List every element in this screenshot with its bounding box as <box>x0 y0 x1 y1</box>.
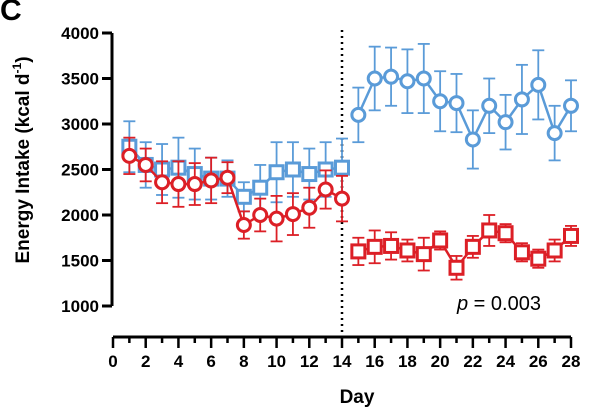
data-point <box>399 242 416 259</box>
data-point <box>546 242 563 259</box>
x-tick-label: 2 <box>141 352 150 371</box>
y-tick-label: 3000 <box>61 115 99 134</box>
data-point <box>334 190 350 207</box>
y-axis-title-superscript: -1 <box>10 62 24 73</box>
y-axis-title-close: ) <box>13 56 34 62</box>
x-tick-label: 10 <box>267 352 286 371</box>
p-value-annotation: p = 0.003 <box>456 293 541 315</box>
data-point <box>350 243 367 260</box>
x-tick-label: 16 <box>365 352 384 371</box>
x-tick-label: 28 <box>562 352 581 371</box>
x-tick-label: 18 <box>398 352 417 371</box>
series-group-1 <box>121 43 579 213</box>
data-point <box>284 161 301 178</box>
data-point <box>448 95 465 112</box>
data-point <box>186 176 203 193</box>
x-tick-label: 6 <box>206 352 215 371</box>
data-point <box>530 250 547 267</box>
data-point <box>464 131 481 148</box>
data-point <box>563 97 579 114</box>
data-point <box>252 207 269 223</box>
data-point <box>317 181 334 198</box>
x-axis: 0 2 4 6 8 10 12 14 16 18 20 22 24 26 28 <box>108 335 581 371</box>
data-point <box>268 164 285 181</box>
p-symbol: p <box>456 293 468 315</box>
data-point <box>415 70 432 87</box>
data-point <box>432 232 449 249</box>
series-group-2 <box>121 136 579 281</box>
x-tick-label: 0 <box>108 352 117 371</box>
data-point <box>252 179 269 196</box>
y-tick-label: 2000 <box>61 206 99 225</box>
data-point <box>301 166 318 183</box>
series-segment <box>350 43 579 170</box>
data-point <box>235 217 252 234</box>
data-point <box>334 159 350 176</box>
x-tick-label: 24 <box>496 352 515 371</box>
data-point <box>432 93 449 110</box>
data-point <box>219 169 236 186</box>
y-tick-label: 4000 <box>61 24 99 43</box>
x-tick-label: 12 <box>300 352 319 371</box>
x-tick-label: 22 <box>463 352 482 371</box>
x-axis-title: Day <box>340 387 375 408</box>
data-point <box>546 125 563 142</box>
data-point <box>481 222 498 239</box>
y-axis-title-main: Energy Intake (kcal d <box>13 73 34 263</box>
data-point <box>464 238 481 255</box>
data-point <box>448 259 465 276</box>
data-point <box>235 188 252 205</box>
data-point <box>497 225 514 242</box>
y-axis: 1000 1500 2000 2500 3000 3500 4000 <box>61 24 114 316</box>
data-point <box>399 73 416 90</box>
data-point <box>383 237 400 254</box>
p-value-text: = 0.003 <box>468 293 541 315</box>
data-point <box>513 244 530 261</box>
series-segment <box>350 214 579 281</box>
data-point <box>301 199 318 216</box>
series-layer <box>121 43 579 281</box>
series-segment <box>121 136 350 243</box>
y-tick-label: 1000 <box>61 297 99 316</box>
data-point <box>415 246 432 263</box>
x-tick-label: 4 <box>174 352 184 371</box>
x-tick-label: 20 <box>431 352 450 371</box>
x-tick-label: 8 <box>239 352 248 371</box>
x-tick-label: 14 <box>333 352 352 371</box>
data-point <box>121 147 138 164</box>
data-point <box>366 238 383 255</box>
y-tick-label: 1500 <box>61 252 99 271</box>
data-point <box>170 176 187 193</box>
data-point <box>203 172 220 189</box>
data-point <box>563 227 579 244</box>
panel-label: C <box>0 0 22 27</box>
y-tick-label: 2500 <box>61 161 99 180</box>
y-tick-label: 3500 <box>61 70 99 89</box>
data-point <box>366 70 383 87</box>
data-point <box>137 156 154 173</box>
data-point <box>268 210 285 227</box>
data-point <box>284 206 301 223</box>
data-point <box>497 114 514 131</box>
data-point <box>530 76 547 93</box>
data-point <box>154 174 171 191</box>
data-point <box>513 91 530 108</box>
y-axis-title: Energy Intake (kcal d-1) <box>10 56 34 263</box>
data-point <box>383 68 400 85</box>
x-tick-label: 26 <box>529 352 548 371</box>
data-point <box>350 106 367 123</box>
data-point <box>481 97 498 114</box>
